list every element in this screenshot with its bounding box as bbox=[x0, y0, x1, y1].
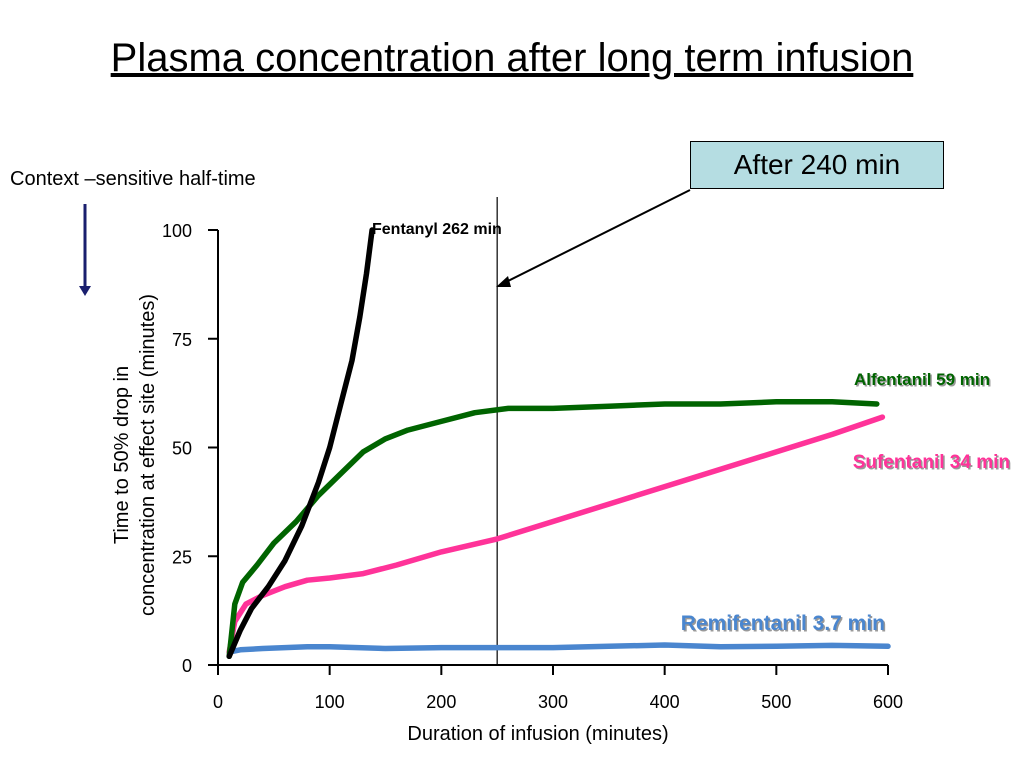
series-label-shadow: Alfentanil 59 min bbox=[855, 372, 991, 391]
series-label-fentanyl: Fentanyl 262 min bbox=[372, 221, 502, 238]
x-tick-label: 600 bbox=[873, 692, 903, 712]
y-tick-label: 50 bbox=[172, 439, 192, 459]
slide-title: Plasma concentration after long term inf… bbox=[110, 36, 914, 80]
y-tick-label: 25 bbox=[172, 547, 192, 567]
y-tick-label: 100 bbox=[162, 221, 192, 241]
x-tick-label: 400 bbox=[650, 692, 680, 712]
series-line-alfentanil bbox=[226, 399, 880, 660]
down-arrow-head-icon bbox=[79, 286, 91, 296]
series-line-fentanyl bbox=[226, 227, 375, 660]
callout-box: After 240 min bbox=[690, 141, 944, 189]
series-label-shadow: Sufentanil 34 min bbox=[854, 454, 1011, 475]
x-axis-label: Duration of infusion (minutes) bbox=[407, 723, 668, 745]
series-label-remifentanil: Remifentanil 3.7 min bbox=[681, 612, 885, 635]
x-tick-label: 200 bbox=[426, 692, 456, 712]
context-label: Context –sensitive half-time bbox=[10, 168, 256, 190]
axes: 0 25 50 75 100 0 100 200 300 400 500 600 Duration of… bbox=[111, 197, 903, 745]
callout-pointer-head-icon bbox=[496, 276, 511, 287]
y-tick-label: 0 bbox=[182, 656, 192, 676]
series-line-remifentanil bbox=[226, 642, 891, 655]
x-tick-label: 500 bbox=[761, 692, 791, 712]
x-tick-label: 100 bbox=[315, 692, 345, 712]
series-label-sufentanil: Sufentanil 34 min bbox=[853, 452, 1010, 473]
plot-lines bbox=[226, 227, 891, 660]
y-axis-label: Time to 50% drop in concentration at effe… bbox=[111, 294, 159, 616]
y-tick-label: 75 bbox=[172, 330, 192, 350]
series-label-shadow: Remifentanil 3.7 min bbox=[682, 614, 886, 637]
x-tick-label: 300 bbox=[538, 692, 568, 712]
callout-pointer bbox=[501, 189, 691, 285]
series-label-alfentanil: Alfentanil 59 min bbox=[854, 370, 990, 389]
x-tick-label: 0 bbox=[213, 692, 223, 712]
